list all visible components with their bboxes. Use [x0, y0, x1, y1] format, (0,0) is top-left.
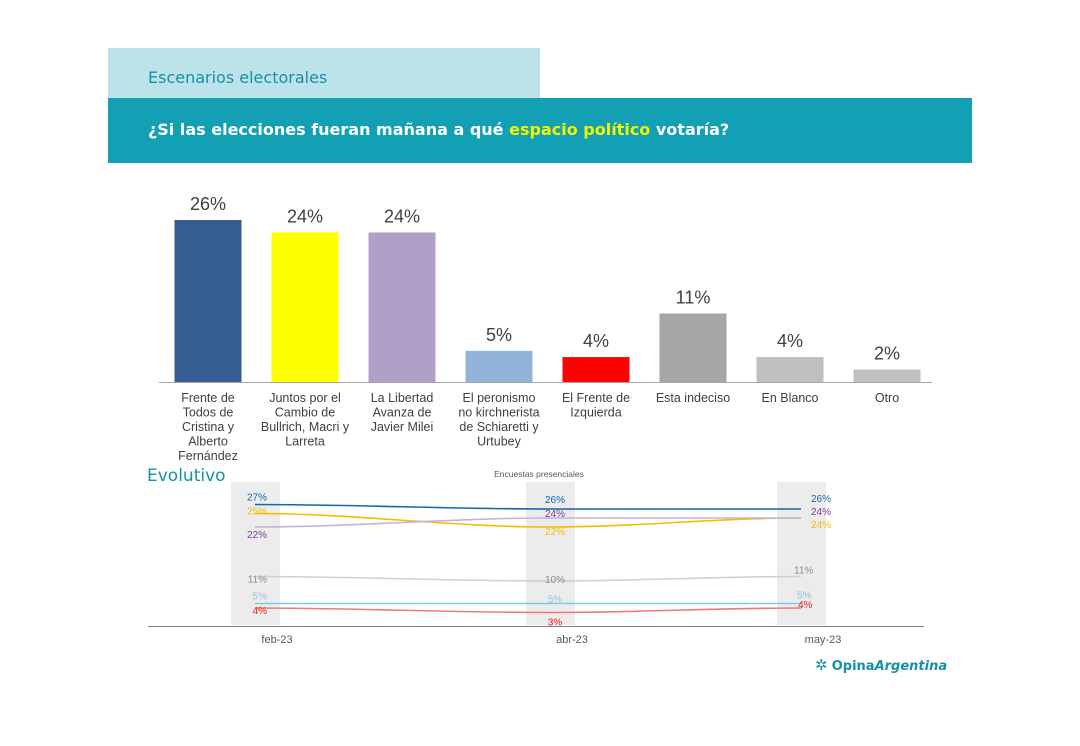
- series-point-label-4: 5%: [253, 592, 268, 603]
- series-line-3: [254, 575, 802, 582]
- bar-value-label: 24%: [384, 206, 420, 226]
- bar-5: [659, 313, 727, 382]
- series-point-label-2: 24%: [545, 509, 565, 520]
- category-label-0: Fernández: [178, 449, 238, 463]
- bar-value-label: 24%: [287, 206, 323, 226]
- question-band: ¿Si las elecciones fueran mañana a qué e…: [108, 98, 972, 163]
- bar-value-label: 26%: [190, 194, 226, 214]
- category-label-3: no kirchnerista: [458, 406, 539, 420]
- question-before: ¿Si las elecciones fueran mañana a qué: [148, 120, 510, 139]
- series-point-label-2: 24%: [811, 507, 831, 518]
- series-point-label-3: 11%: [248, 575, 267, 586]
- series-point-label-1: 25%: [247, 507, 267, 518]
- section-tab: Escenarios electorales: [108, 48, 540, 98]
- category-label-2: Javier Milei: [371, 420, 434, 434]
- evolutivo-title: Evolutivo: [147, 466, 226, 486]
- bar-4: [562, 357, 630, 382]
- question-after: votaría?: [650, 120, 730, 139]
- series-point-label-0: 26%: [811, 494, 831, 505]
- bar-7: [853, 369, 921, 382]
- bar-value-label: 2%: [874, 344, 900, 364]
- category-label-4: Izquierda: [570, 406, 621, 420]
- x-tick-label: may-23: [805, 634, 842, 646]
- brand-logo: ✲ OpinaArgentina: [815, 656, 947, 674]
- series-line-0: [254, 503, 801, 510]
- period-band-2: [777, 482, 826, 625]
- bar-value-label: 5%: [486, 325, 512, 345]
- series-line-5: [254, 607, 802, 614]
- bar-1: [271, 232, 339, 382]
- x-tick-label: abr-23: [556, 634, 588, 646]
- category-label-1: Larreta: [285, 435, 325, 449]
- series-line-1: [254, 512, 802, 528]
- series-point-label-3: 11%: [794, 566, 813, 577]
- category-label-1: Juntos por el: [269, 391, 341, 405]
- category-label-1: Bullrich, Macri y: [261, 420, 350, 434]
- category-label-0: Alberto: [188, 435, 228, 449]
- question-highlight: espacio político: [509, 120, 651, 139]
- category-label-5: Esta indeciso: [656, 391, 730, 405]
- brand-name-bold: Opina: [831, 659, 875, 674]
- series-point-label-0: 27%: [247, 493, 267, 504]
- bar-value-label: 4%: [583, 331, 609, 351]
- series-point-label-5: 4%: [798, 600, 813, 611]
- category-label-7: Otro: [875, 391, 899, 405]
- bar-value-label: 11%: [676, 287, 711, 307]
- bar-3: [465, 350, 533, 382]
- series-point-label-1: 22%: [545, 527, 565, 538]
- question-text: ¿Si las elecciones fueran mañana a qué e…: [148, 120, 729, 139]
- series-point-label-1: 24%: [811, 520, 831, 531]
- series-point-label-0: 26%: [545, 495, 565, 506]
- bar-6: [756, 357, 824, 382]
- bar-value-label: 4%: [777, 331, 803, 351]
- bar-0: [174, 220, 242, 382]
- series-line-2: [254, 517, 801, 528]
- series-point-label-5: 3%: [548, 618, 563, 629]
- category-label-3: Urtubey: [477, 435, 522, 449]
- category-label-3: de Schiaretti y: [459, 420, 539, 434]
- brand-name-italic: Argentina: [874, 659, 948, 674]
- category-label-3: El peronismo: [463, 391, 536, 405]
- logo-icon: ✲: [815, 656, 828, 674]
- period-band-0: [231, 482, 280, 625]
- category-label-1: Cambio de: [275, 406, 335, 420]
- category-label-6: En Blanco: [762, 391, 819, 405]
- series-point-label-5: 4%: [253, 606, 268, 617]
- category-label-2: La Libertad: [371, 391, 434, 405]
- series-point-label-3: 10%: [545, 575, 565, 586]
- series-point-label-4: 5%: [548, 595, 563, 606]
- category-label-2: Avanza de: [373, 406, 432, 420]
- category-label-0: Cristina y: [182, 420, 235, 434]
- category-label-0: Todos de: [183, 406, 234, 420]
- bar-2: [368, 232, 436, 382]
- x-tick-label: feb-23: [261, 634, 292, 646]
- category-label-4: El Frente de: [562, 391, 630, 405]
- period-band-1: [526, 482, 575, 625]
- category-label-0: Frente de: [181, 391, 235, 405]
- evolutivo-subtitle: Encuestas presenciales: [494, 469, 584, 479]
- section-label: Escenarios electorales: [148, 68, 328, 87]
- series-point-label-4: 5%: [797, 591, 812, 602]
- series-point-label-2: 22%: [247, 530, 267, 541]
